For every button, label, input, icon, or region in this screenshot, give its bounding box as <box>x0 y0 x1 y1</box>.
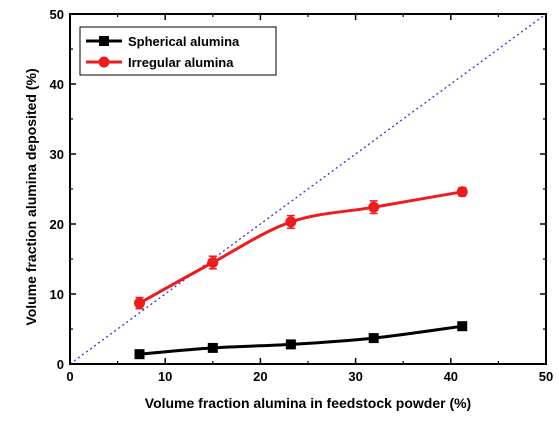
series-line <box>138 190 463 305</box>
x-tick-label: 10 <box>158 369 172 384</box>
data-point-square <box>368 333 379 344</box>
y-tick-label: 30 <box>50 147 64 162</box>
series-line <box>139 324 463 356</box>
parity-reference-line <box>69 13 547 365</box>
legend-marker-square <box>99 36 109 46</box>
data-point-square <box>285 339 296 350</box>
data-point-square <box>207 342 218 353</box>
legend-box <box>79 26 277 76</box>
data-point-circle <box>456 186 468 198</box>
legend-item-irregular: Irregular alumina <box>86 55 234 70</box>
x-tick-label: 20 <box>253 369 267 384</box>
plot-frame <box>69 13 547 365</box>
plot-area <box>69 13 547 365</box>
x-tick-label: 0 <box>66 369 73 384</box>
data-point-square <box>134 349 145 360</box>
x-axis-label: Volume fraction alumina in feedstock pow… <box>145 395 471 411</box>
y-tick-label: 40 <box>50 77 64 92</box>
data-point-circle <box>285 216 297 228</box>
y-tick-label: 0 <box>57 357 64 372</box>
legend-label: Irregular alumina <box>128 55 234 70</box>
y-tick-label: 20 <box>50 217 64 232</box>
data-point-square <box>457 321 468 332</box>
series-irregular <box>133 186 468 310</box>
legend-label: Spherical alumina <box>128 34 240 49</box>
series-spherical <box>134 321 468 360</box>
y-tick-label: 50 <box>50 7 64 22</box>
data-point-circle <box>133 297 145 309</box>
data-point-circle <box>207 257 219 268</box>
y-axis-label: Volume fraction alumina deposited (%) <box>23 68 39 325</box>
x-tick-label: 40 <box>444 369 458 384</box>
x-tick-label: 50 <box>539 369 553 384</box>
legend-item-spherical: Spherical alumina <box>86 34 240 49</box>
legend-marker-circle <box>98 56 110 68</box>
x-tick-label: 30 <box>348 369 362 384</box>
legend: Spherical alumina Irregular alumina <box>79 26 277 76</box>
data-point-circle <box>368 201 380 213</box>
y-tick-label: 10 <box>50 287 64 302</box>
